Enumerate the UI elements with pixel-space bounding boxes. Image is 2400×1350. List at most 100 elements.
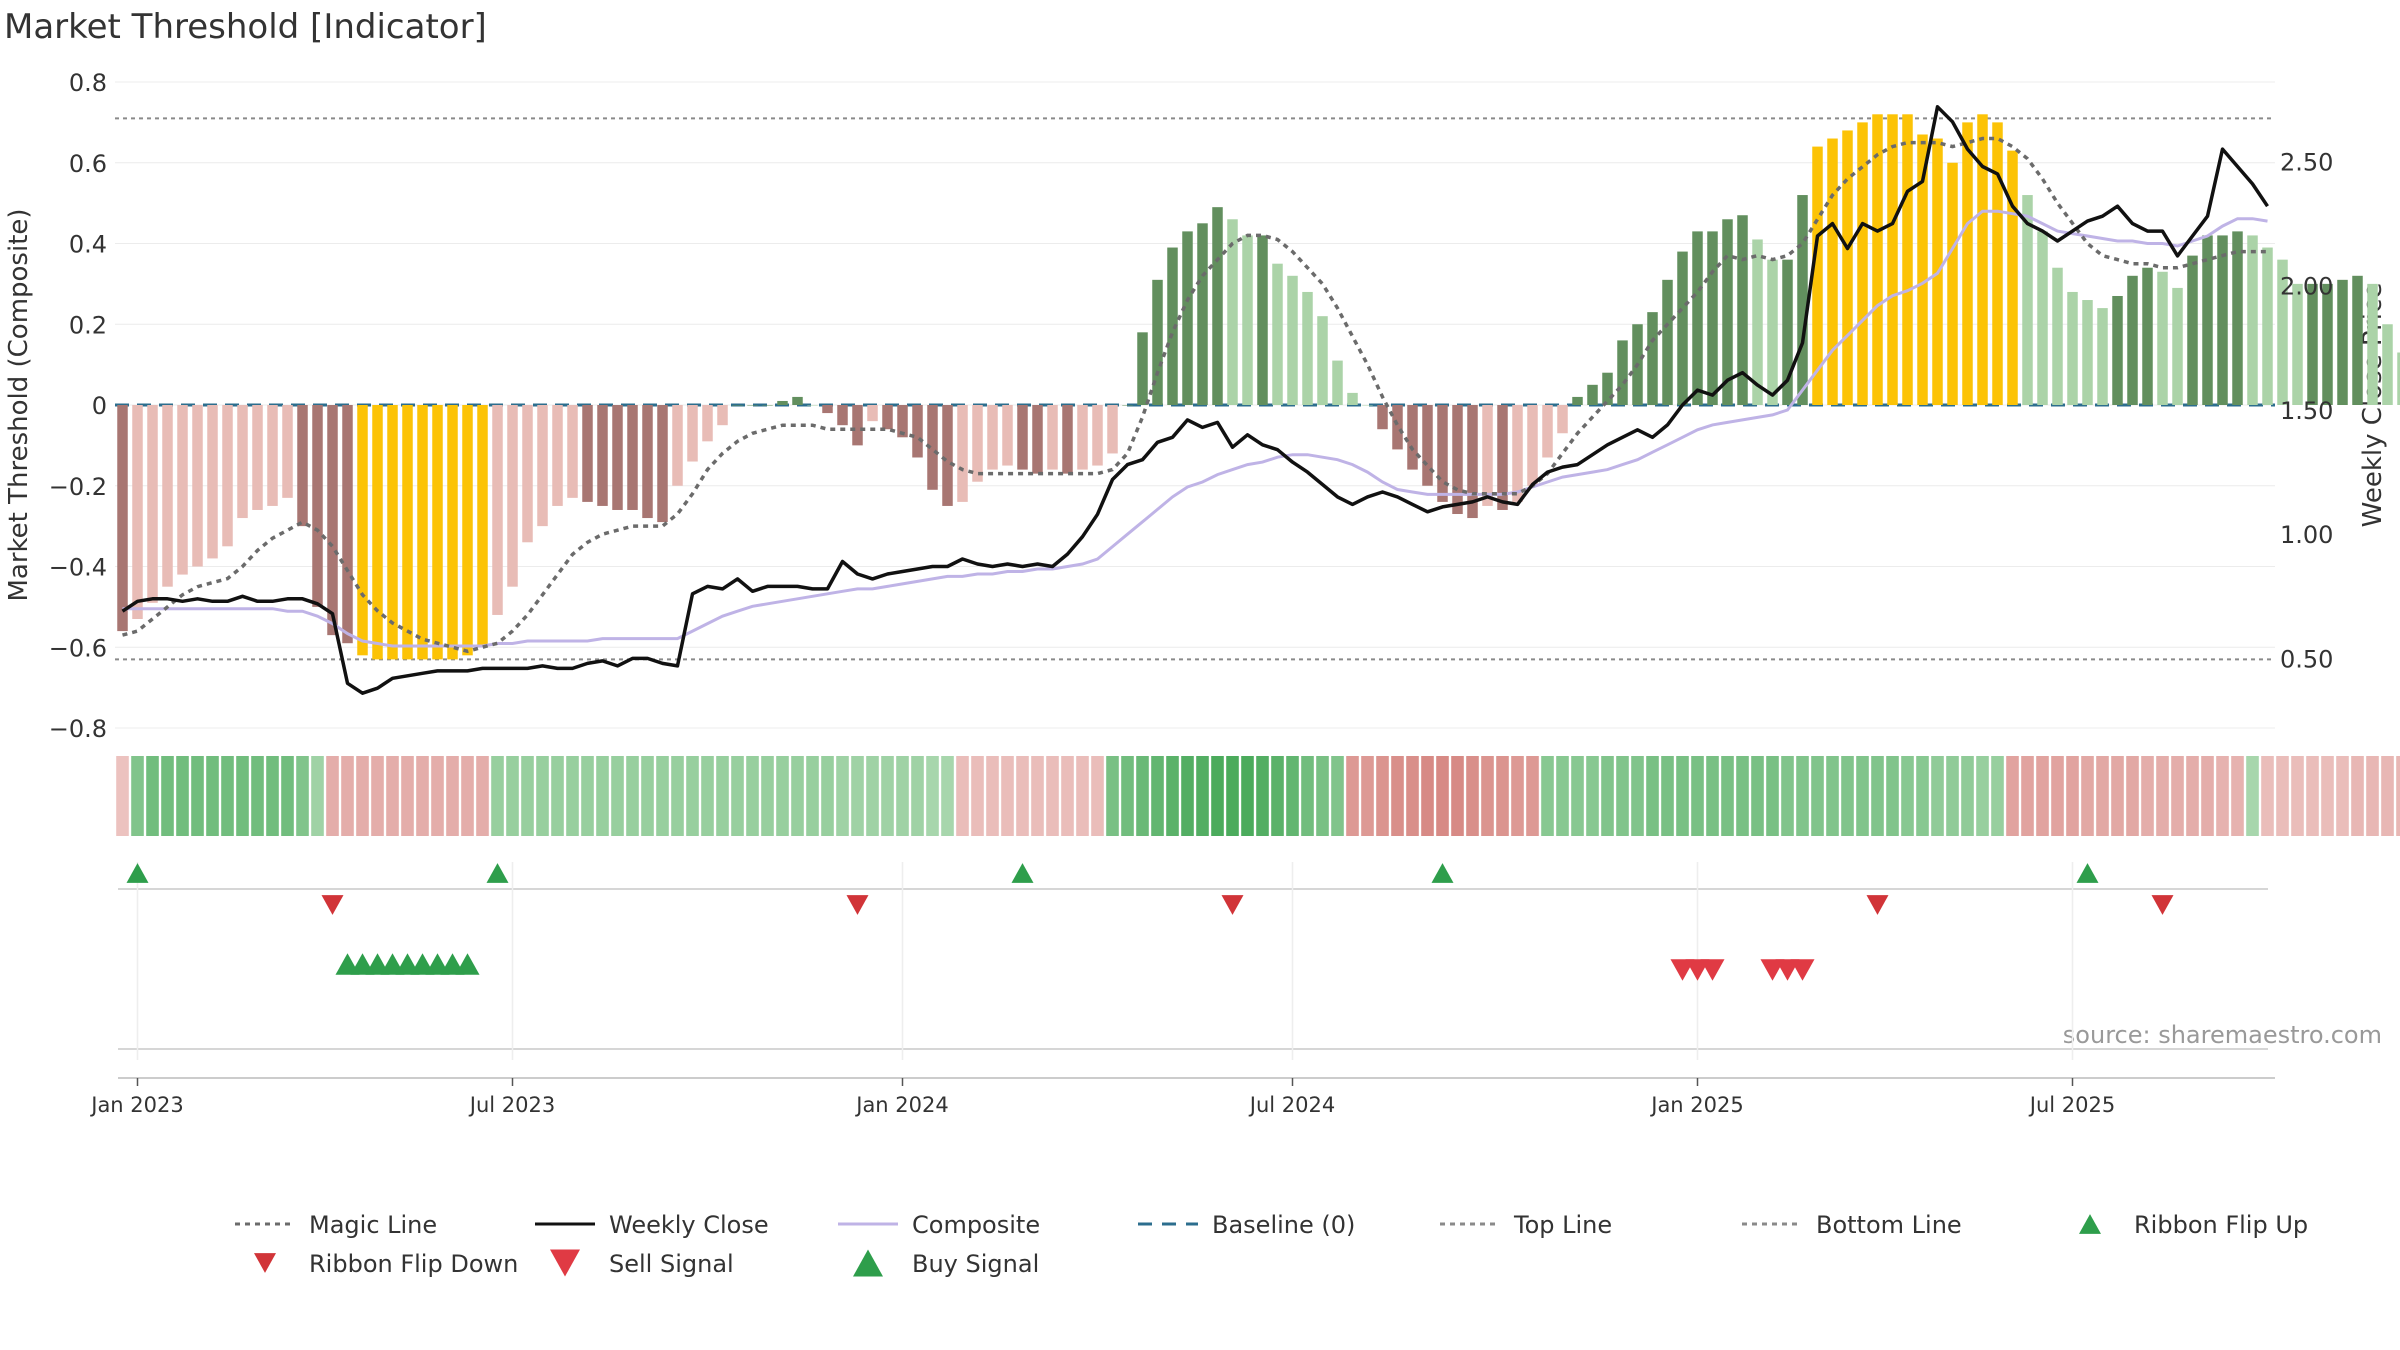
left-axis-ticks: 0.8 0.6 0.4 0.2 0 −0.2 −0.4 −0.6 −0.8 bbox=[49, 69, 107, 743]
ribbon-cell bbox=[596, 756, 609, 836]
ribbon-cell bbox=[1196, 756, 1209, 836]
composite-bar bbox=[732, 405, 743, 406]
composite-bar bbox=[1377, 405, 1388, 430]
composite-bar bbox=[1752, 239, 1763, 405]
ribbon-cell bbox=[1706, 756, 1719, 836]
ribbon-cell bbox=[731, 756, 744, 836]
composite-bar bbox=[1182, 231, 1193, 405]
composite-bar bbox=[1047, 405, 1058, 470]
ribbon-flip-down-marker bbox=[321, 895, 344, 915]
left-tick-label: 0 bbox=[92, 392, 107, 420]
composite-bar bbox=[1407, 405, 1418, 470]
ribbon-cell bbox=[2366, 756, 2379, 836]
composite-line bbox=[122, 209, 2268, 648]
ribbon-cell bbox=[2291, 756, 2304, 836]
ribbon-cell bbox=[2081, 756, 2094, 836]
legend-label: Ribbon Flip Down bbox=[309, 1250, 518, 1278]
ribbon-cell bbox=[1271, 756, 1284, 836]
ribbon-cell bbox=[1916, 756, 1929, 836]
ribbon-flip-down-marker bbox=[2151, 895, 2174, 915]
ribbon-cell bbox=[2351, 756, 2364, 836]
ribbon-cell bbox=[506, 756, 519, 836]
composite-bar bbox=[1512, 405, 1523, 502]
composite-bar bbox=[507, 405, 518, 587]
legend-marker-6 bbox=[2079, 1214, 2101, 1234]
legend-label: Buy Signal bbox=[912, 1250, 1039, 1278]
ribbon-cell bbox=[1031, 756, 1044, 836]
ribbon-cell bbox=[2336, 756, 2349, 836]
ribbon-cell bbox=[1076, 756, 1089, 836]
ribbon-cell bbox=[251, 756, 264, 836]
ribbon-cell bbox=[1541, 756, 1554, 836]
composite-bar bbox=[1092, 405, 1103, 466]
ribbon-cell bbox=[1991, 756, 2004, 836]
composite-bar bbox=[1587, 384, 1598, 405]
composite-bar bbox=[2187, 255, 2198, 405]
right-tick-label: 1.50 bbox=[2280, 397, 2333, 425]
composite-bar bbox=[612, 405, 623, 510]
ribbon-strip bbox=[116, 756, 2400, 836]
composite-bar bbox=[1467, 405, 1478, 519]
ribbon-cell bbox=[911, 756, 924, 836]
ribbon-flip-up-marker bbox=[1011, 863, 1034, 883]
composite-bar bbox=[462, 405, 473, 656]
composite-bar bbox=[1527, 405, 1538, 486]
ribbon-cell bbox=[791, 756, 804, 836]
composite-bar bbox=[1152, 279, 1163, 405]
ribbon-cell bbox=[146, 756, 159, 836]
ribbon-cell bbox=[1556, 756, 1569, 836]
composite-bar bbox=[1842, 130, 1853, 405]
composite-bar bbox=[117, 405, 128, 632]
ribbon-cell bbox=[1391, 756, 1404, 836]
composite-bar bbox=[1242, 235, 1253, 405]
ribbon-cell bbox=[341, 756, 354, 836]
ribbon-cell bbox=[1301, 756, 1314, 836]
ribbon-cell bbox=[701, 756, 714, 836]
ribbon-cell bbox=[941, 756, 954, 836]
composite-bar bbox=[177, 405, 188, 575]
composite-bar bbox=[192, 405, 203, 567]
composite-bar bbox=[2382, 324, 2393, 405]
legend-label: Composite bbox=[912, 1211, 1040, 1239]
composite-bar bbox=[567, 405, 578, 498]
legend-label: Bottom Line bbox=[1816, 1211, 1962, 1239]
composite-bar bbox=[1362, 405, 1373, 406]
composite-bar bbox=[1017, 405, 1028, 470]
composite-bar bbox=[342, 405, 353, 644]
composite-bar bbox=[252, 405, 263, 510]
x-axis-ticks: Jan 2023 Jul 2023 Jan 2024 Jul 2024 Jan 2025… bbox=[89, 1078, 2115, 1117]
composite-bar bbox=[2082, 300, 2093, 405]
composite-bar bbox=[822, 405, 833, 414]
composite-bar bbox=[2037, 231, 2048, 405]
ribbon-cell bbox=[656, 756, 669, 836]
source-credit: source: sharemaestro.com bbox=[2063, 1021, 2382, 1049]
x-tick-label: Jan 2025 bbox=[1649, 1093, 1744, 1117]
composite-bar bbox=[1902, 114, 1913, 406]
ribbon-cell bbox=[896, 756, 909, 836]
composite-bar bbox=[2262, 247, 2273, 405]
ribbon-cell bbox=[1421, 756, 1434, 836]
composite-bar bbox=[927, 405, 938, 490]
ribbon-cell bbox=[1661, 756, 1674, 836]
legend: Magic Line Weekly Close Composite Baseline … bbox=[235, 1211, 2308, 1278]
composite-bar bbox=[2127, 275, 2138, 405]
composite-bar bbox=[1977, 114, 1988, 406]
composite-bar bbox=[777, 400, 788, 405]
composite-bar bbox=[2172, 287, 2183, 405]
composite-bar bbox=[642, 405, 653, 519]
composite-bar bbox=[627, 405, 638, 510]
ribbon-cell bbox=[1871, 756, 1884, 836]
composite-bar bbox=[447, 405, 458, 660]
ribbon-cell bbox=[1496, 756, 1509, 836]
ribbon-cell bbox=[1796, 756, 1809, 836]
composite-bar bbox=[522, 405, 533, 543]
ribbon-cell bbox=[131, 756, 144, 836]
composite-bar bbox=[702, 405, 713, 442]
composite-bar bbox=[1002, 405, 1013, 466]
x-tick-label: Jul 2023 bbox=[468, 1093, 555, 1117]
composite-bar bbox=[492, 405, 503, 615]
composite-bar bbox=[2352, 275, 2363, 405]
ribbon-cell bbox=[116, 756, 129, 836]
composite-bar bbox=[2277, 259, 2288, 405]
composite-bar bbox=[1212, 207, 1223, 405]
